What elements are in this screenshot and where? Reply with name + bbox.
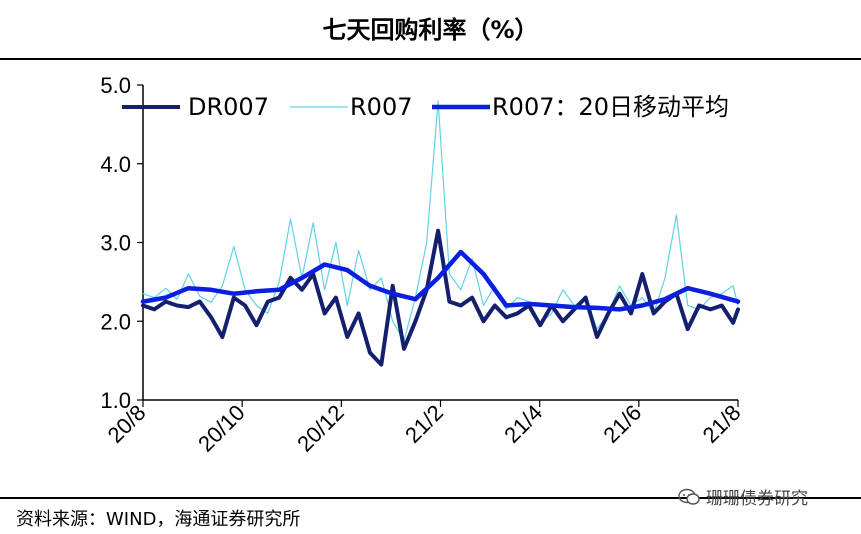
chart-axes: 1.02.03.04.05.020/8 20/10 20/12 21/2 21/4 21/…	[100, 73, 745, 456]
x-tick-label: 21/6	[598, 400, 646, 448]
x-tick-label: 21/8	[698, 400, 746, 448]
wechat-icon	[678, 488, 700, 505]
y-tick-label: 4.0	[100, 152, 131, 177]
y-tick-label: 1.0	[100, 388, 131, 413]
y-tick-label: 2.0	[100, 309, 131, 334]
series-line-0	[142, 100, 739, 342]
x-tick-label: 21/2	[400, 400, 448, 448]
x-tick-label: 20/10	[193, 400, 250, 457]
page-title: 七天回购利率（%）	[322, 16, 539, 44]
watermark: 珊珊债券研究	[678, 484, 808, 509]
top-divider	[0, 58, 861, 60]
chart-series	[140, 100, 741, 367]
bottom-divider	[0, 497, 861, 499]
legend-label-0: DR007	[188, 93, 269, 121]
legend-label-1: R007	[350, 93, 412, 121]
legend-label-2: R007：20日移动平均	[492, 93, 729, 121]
y-tick-label: 3.0	[100, 231, 131, 256]
watermark-text: 珊珊债券研究	[706, 489, 808, 509]
series-line-1	[141, 228, 740, 367]
y-tick-label: 5.0	[100, 73, 131, 98]
source-note: 资料来源：WIND，海通证券研究所	[16, 509, 301, 530]
x-tick-label: 21/4	[499, 400, 547, 448]
series-line-2	[140, 249, 741, 312]
chart-legend: DR007 R007 R007：20日移动平均	[122, 93, 729, 121]
x-tick-label: 20/12	[292, 400, 349, 457]
